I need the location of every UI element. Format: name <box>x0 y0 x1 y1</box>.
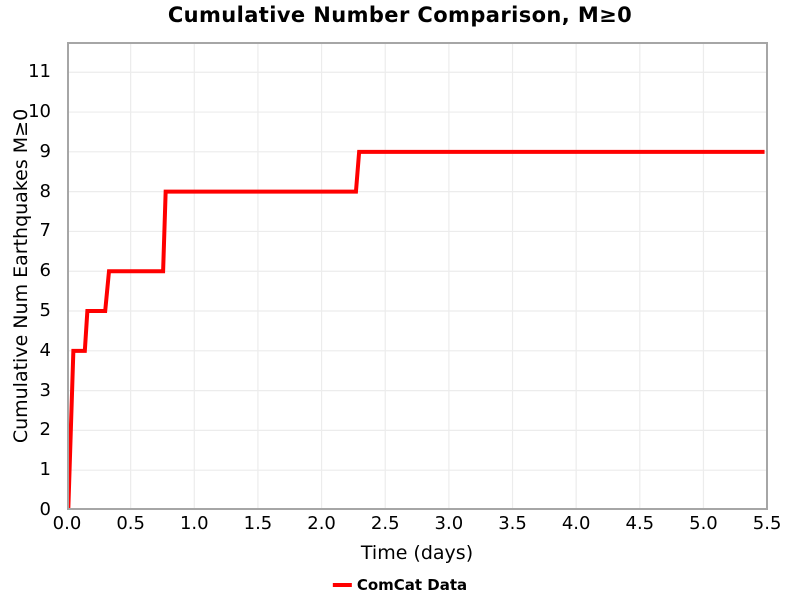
x-tick-label: 3.5 <box>498 513 527 534</box>
y-tick-label: 6 <box>39 260 51 282</box>
legend: ComCat Data <box>332 576 468 594</box>
x-tick-label: 1.0 <box>179 513 209 534</box>
x-axis-label: Time (days) <box>360 542 474 564</box>
chart-title: Cumulative Number Comparison, M≥0 <box>167 3 633 27</box>
y-tick-label: 5 <box>39 300 51 322</box>
x-tick-label: 3.0 <box>434 513 464 534</box>
y-tick-label: 3 <box>39 379 51 401</box>
x-tick-label: 2.5 <box>370 513 400 534</box>
x-tick-label: 4.0 <box>561 513 591 534</box>
x-tick-label: 0.5 <box>116 513 145 534</box>
step-line-chart <box>67 42 768 510</box>
y-tick-label: 8 <box>39 180 51 202</box>
x-tick-label: 0.0 <box>52 513 82 534</box>
plot-area <box>67 42 768 510</box>
x-tick-label: 1.5 <box>243 513 273 534</box>
plot-border <box>67 42 768 510</box>
x-tick-label: 5.5 <box>752 513 782 534</box>
y-tick-label: 4 <box>39 339 51 361</box>
y-tick-label: 7 <box>39 220 51 242</box>
y-tick-label: 2 <box>39 419 51 441</box>
series-line <box>67 149 765 510</box>
x-tick-label: 5.0 <box>689 513 718 534</box>
legend-line-swatch-icon <box>332 583 352 587</box>
y-tick-label: 0 <box>39 499 51 520</box>
x-tick-label: 4.5 <box>625 513 655 534</box>
x-tick-label: 2.0 <box>307 513 336 534</box>
y-tick-label: 1 <box>39 459 51 481</box>
y-tick-label: 9 <box>39 140 51 162</box>
y-tick-label: 11 <box>28 61 51 83</box>
y-tick-label: 10 <box>28 101 51 123</box>
y-axis-tick-labels: 0 1 2 3 4 5 6 7 8 9 10 11 <box>0 0 59 600</box>
legend-entry-label: ComCat Data <box>356 576 468 594</box>
